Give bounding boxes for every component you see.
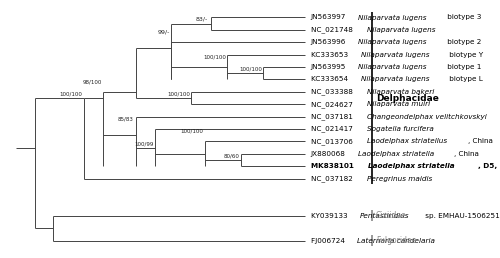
Text: NC_033388: NC_033388	[311, 88, 355, 95]
Text: Laodelphax striatella: Laodelphax striatella	[368, 163, 455, 169]
Text: 98/100: 98/100	[82, 79, 102, 84]
Text: Peregrinus maidis: Peregrinus maidis	[366, 176, 432, 182]
Text: 100/100: 100/100	[239, 67, 262, 72]
Text: NC_021417: NC_021417	[311, 126, 355, 132]
Text: JN563995: JN563995	[311, 64, 348, 70]
Text: , China: , China	[454, 151, 479, 157]
Text: NC_021748: NC_021748	[311, 27, 355, 33]
Text: 85/83: 85/83	[118, 117, 134, 122]
Text: 100/99: 100/99	[134, 141, 154, 146]
Text: 100/100: 100/100	[203, 55, 226, 60]
Text: Sogatella furcifera: Sogatella furcifera	[366, 126, 434, 132]
Text: 83/-: 83/-	[196, 16, 208, 21]
Text: 80/60: 80/60	[224, 154, 240, 159]
Text: sp. EMHAU-15062511: sp. EMHAU-15062511	[422, 213, 500, 219]
Text: Nilaparvata lugens: Nilaparvata lugens	[358, 14, 427, 20]
Text: 100/100: 100/100	[168, 92, 190, 97]
Text: Nilaparvata lugens: Nilaparvata lugens	[360, 76, 429, 83]
Text: Nilaparvata lugens: Nilaparvata lugens	[358, 39, 427, 45]
Text: biotype 1: biotype 1	[445, 64, 482, 70]
Text: Changeondelphax velitchkovskyi: Changeondelphax velitchkovskyi	[366, 114, 486, 120]
Text: Laternaria candelaria: Laternaria candelaria	[356, 238, 434, 244]
Text: Nilaparvata bakeri: Nilaparvata bakeri	[366, 89, 434, 95]
Text: Nilaparvata lugens: Nilaparvata lugens	[366, 27, 435, 33]
Text: Fulgoridae: Fulgoridae	[376, 236, 416, 245]
Text: Delphacidae: Delphacidae	[376, 93, 439, 102]
Text: , China: , China	[468, 138, 493, 144]
Text: NC_013706: NC_013706	[311, 138, 355, 145]
Text: 100/100: 100/100	[59, 92, 82, 97]
Text: Pentastiridius: Pentastiridius	[360, 213, 410, 219]
Text: MK838101: MK838101	[311, 163, 356, 169]
Text: JN563996: JN563996	[311, 39, 348, 45]
Text: JN563997: JN563997	[311, 14, 348, 20]
Text: KY039133: KY039133	[311, 213, 350, 219]
Text: KC333654: KC333654	[311, 76, 350, 82]
Text: Laodelphax striatellus: Laodelphax striatellus	[366, 138, 446, 144]
Text: biotype 2: biotype 2	[445, 39, 482, 45]
Text: KC333653: KC333653	[311, 52, 350, 58]
Text: NC_024627: NC_024627	[311, 101, 355, 108]
Text: Cixiidae: Cixiidae	[376, 211, 406, 220]
Text: JX880068: JX880068	[311, 151, 348, 157]
Text: Nilaparvata lugens: Nilaparvata lugens	[360, 52, 429, 58]
Text: 100/100: 100/100	[180, 129, 204, 134]
Text: , D5, Korea: , D5, Korea	[478, 163, 500, 169]
Text: biotype Y: biotype Y	[447, 52, 484, 58]
Text: Laodelphax striatella: Laodelphax striatella	[358, 151, 434, 157]
Text: Nilaparvata muiri: Nilaparvata muiri	[366, 101, 430, 107]
Text: NC_037181: NC_037181	[311, 113, 355, 120]
Text: FJ006724: FJ006724	[311, 238, 347, 244]
Text: Nilaparvata lugens: Nilaparvata lugens	[358, 64, 427, 70]
Text: biotype L: biotype L	[447, 76, 483, 82]
Text: NC_037182: NC_037182	[311, 175, 355, 182]
Text: biotype 3: biotype 3	[445, 14, 482, 20]
Text: 99/-: 99/-	[157, 30, 170, 35]
